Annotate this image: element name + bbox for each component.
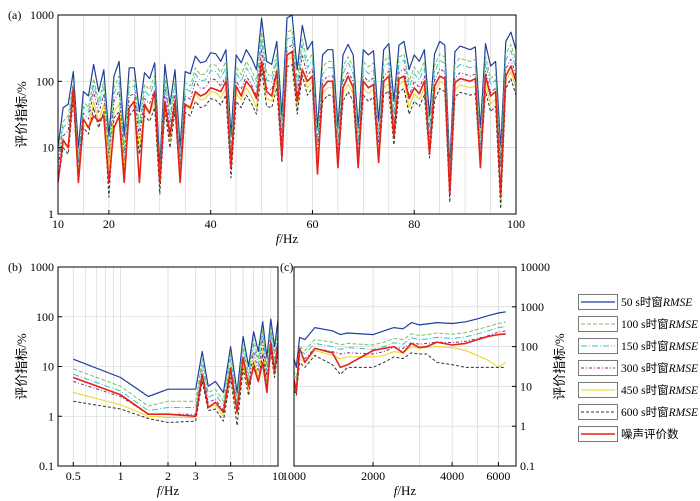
- y-axis-label-c: 评价指标/%: [552, 333, 567, 400]
- legend-label-s300: 300 s时窗RMSE: [621, 363, 698, 375]
- x-tick-label-b: 1: [118, 469, 124, 483]
- x-tick-label-a: 60: [306, 217, 318, 231]
- x-tick-label-b: 2: [165, 469, 171, 483]
- legend-entry-s300: 300 s时窗RMSE: [578, 359, 698, 377]
- series-line-c-s600: [294, 352, 506, 396]
- y-tick-label-c: 0.1: [520, 459, 535, 473]
- x-tick-label-a: 100: [507, 217, 525, 231]
- legend-label-s150: 150 s时窗RMSE: [621, 341, 698, 353]
- series-line-c-s100: [294, 321, 506, 380]
- legend-swatch-noise: [578, 426, 618, 442]
- legend-swatch-s300: [578, 360, 618, 376]
- series-line-b-noise: [73, 341, 278, 418]
- x-tick-label-b: 3: [193, 469, 199, 483]
- legend-swatch-s50: [578, 294, 618, 310]
- series-group-a: [58, 15, 516, 210]
- y-tick-label-b: 10: [42, 360, 54, 374]
- series-line-a-s150: [58, 36, 516, 179]
- y-tick-label-b: 100: [36, 310, 54, 324]
- legend-label-s450: 450 s时窗RMSE: [621, 385, 698, 397]
- legend-swatch-s100: [578, 316, 618, 332]
- y-tick-label-a: 1000: [30, 8, 54, 22]
- x-axis-label-c: f/Hz: [394, 483, 417, 498]
- series-line-a-s50: [58, 15, 516, 169]
- legend-entry-s100: 100 s时窗RMSE: [578, 315, 698, 333]
- legend: 50 s时窗RMSE 100 s时窗RMSE 150 s时窗RMSE 300 s…: [578, 293, 698, 447]
- x-tick-label-b: 5: [228, 469, 234, 483]
- y-tick-label-a: 10: [42, 141, 54, 155]
- legend-label-noise: 噪声评价数: [621, 429, 679, 441]
- legend-label-s50: 50 s时窗RMSE: [621, 297, 693, 309]
- series-line-a-noise: [58, 50, 516, 195]
- series-line-a-s100: [58, 29, 516, 175]
- y-tick-label-b: 0.1: [39, 459, 54, 473]
- grid-b: [57, 267, 279, 466]
- series-line-c-s50: [294, 311, 506, 368]
- y-tick-label-b: 1000: [30, 260, 54, 274]
- series-line-c-s150: [294, 326, 506, 387]
- y-tick-label-a: 1: [48, 207, 54, 221]
- x-tick-label-b: 0.5: [66, 469, 81, 483]
- x-tick-label-a: 10: [52, 217, 64, 231]
- legend-label-s600: 600 s时窗RMSE: [621, 407, 698, 419]
- y-tick-label-c: 1000: [520, 300, 544, 314]
- panel-label-a: (a): [8, 8, 21, 22]
- legend-entry-s50: 50 s时窗RMSE: [578, 293, 696, 311]
- series-line-b-s50: [73, 318, 278, 398]
- grid-c: [293, 267, 517, 466]
- legend-entry-s600: 600 s时窗RMSE: [578, 403, 698, 421]
- x-tick-label-a: 40: [205, 217, 217, 231]
- y-tick-label-c: 1: [520, 419, 526, 433]
- series-group-b: [73, 318, 278, 427]
- series-line-c-noise: [294, 333, 506, 394]
- x-tick-label-b: 10: [272, 469, 284, 483]
- series-line-b-s600: [73, 351, 278, 427]
- legend-swatch-s600: [578, 404, 618, 420]
- legend-entry-s150: 150 s时窗RMSE: [578, 337, 698, 355]
- series-line-b-s100: [73, 327, 278, 407]
- panel-label-c: (c): [280, 260, 293, 274]
- legend-swatch-s450: [578, 382, 618, 398]
- y-tick-label-a: 100: [36, 74, 54, 88]
- x-axis-label-a: f/Hz: [276, 231, 299, 246]
- legend-entry-noise: 噪声评价数: [578, 425, 696, 443]
- series-group-c: [294, 311, 507, 396]
- legend-entry-s450: 450 s时窗RMSE: [578, 381, 698, 399]
- plot-frame-a: [57, 14, 517, 215]
- series-line-c-s450: [294, 346, 507, 394]
- plot-frame-c: [293, 266, 517, 467]
- x-tick-label-a: 20: [103, 217, 115, 231]
- x-tick-label-c: 1000: [282, 469, 306, 483]
- y-tick-label-c: 100: [520, 340, 538, 354]
- y-axis-label-b: 评价指标/%: [14, 333, 29, 400]
- series-line-b-s150: [73, 332, 278, 412]
- legend-label-s100: 100 s时窗RMSE: [621, 319, 698, 331]
- legend-swatch-s150: [578, 338, 618, 354]
- x-axis-label-b: f/Hz: [157, 483, 180, 498]
- panel-label-b: (b): [8, 260, 22, 274]
- series-line-a-s300: [58, 44, 516, 183]
- x-tick-label-c: 6000: [486, 469, 510, 483]
- x-tick-label-a: 80: [408, 217, 420, 231]
- y-tick-label-c: 10: [520, 379, 532, 393]
- y-tick-label-c: 10000: [520, 260, 550, 274]
- x-tick-label-c: 2000: [361, 469, 385, 483]
- x-tick-label-c: 4000: [440, 469, 464, 483]
- y-tick-label-b: 1: [48, 409, 54, 423]
- y-axis-label-a: 评价指标/%: [14, 81, 29, 148]
